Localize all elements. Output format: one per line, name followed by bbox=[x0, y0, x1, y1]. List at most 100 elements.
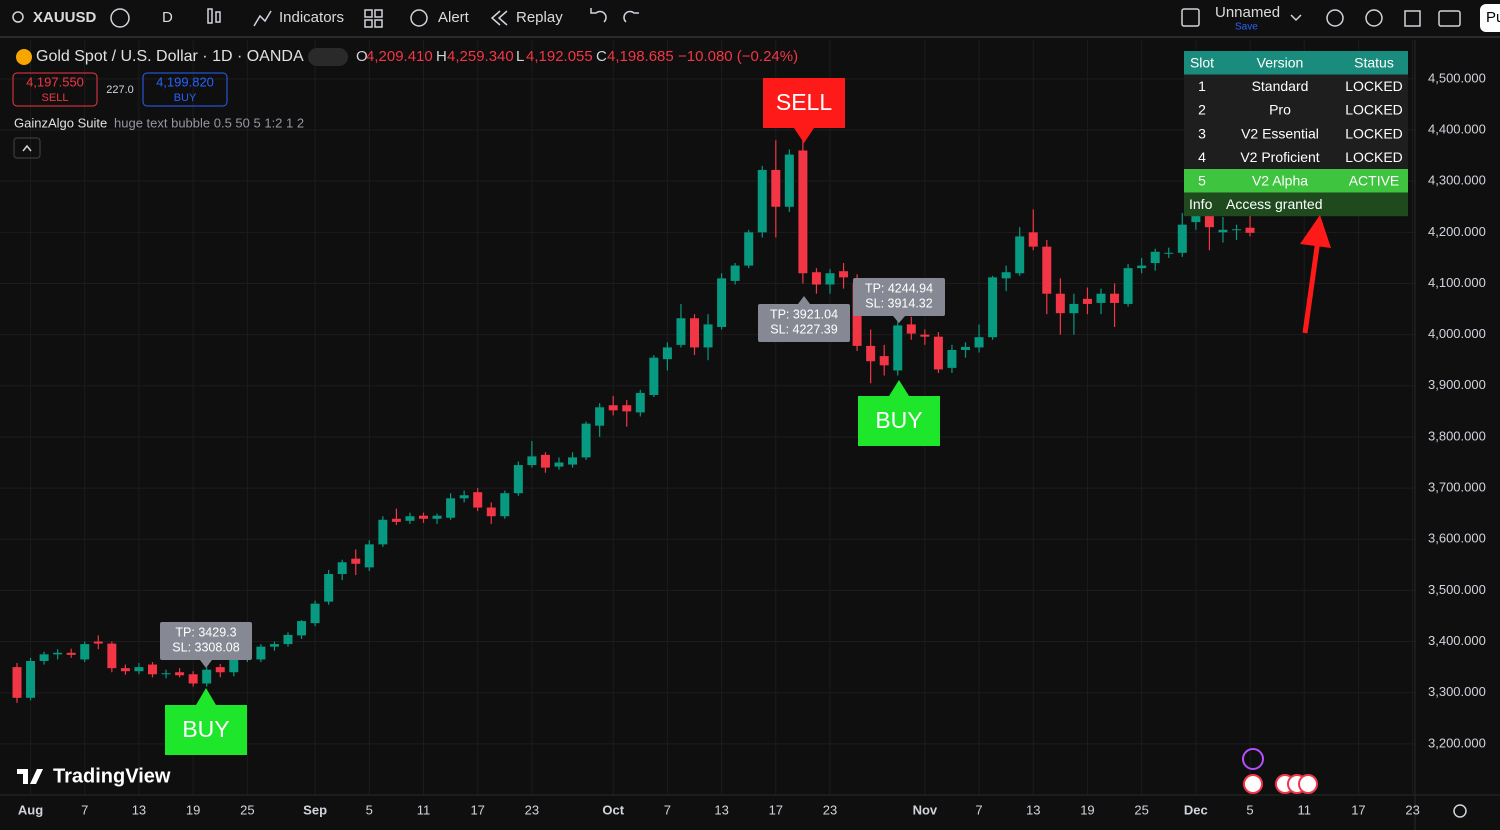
candle-body bbox=[947, 349, 957, 368]
settings[interactable] bbox=[1365, 9, 1383, 27]
snapshot[interactable] bbox=[1438, 10, 1461, 27]
buy-label[interactable]: BUY bbox=[174, 92, 197, 104]
layout-icon[interactable] bbox=[1181, 8, 1200, 27]
undo[interactable] bbox=[590, 8, 607, 23]
replay-icon[interactable] bbox=[490, 10, 508, 26]
table-cell: LOCKED bbox=[1345, 78, 1403, 94]
candle-body bbox=[351, 558, 361, 564]
ohlc-value: 4,259.340 bbox=[447, 48, 514, 65]
candle-body bbox=[730, 265, 740, 281]
candle-body bbox=[93, 641, 103, 644]
redo[interactable] bbox=[623, 10, 639, 23]
candle-body bbox=[419, 515, 428, 519]
time-axis: Aug 7 13 19 25 Sep 5 11 17 23 Oct 7 13 17 23 Nov 7 13 19 25… bbox=[18, 802, 1420, 817]
sl-text: SL: 3914.32 bbox=[865, 296, 932, 310]
candle-body bbox=[866, 345, 876, 362]
annotation-arrow bbox=[1302, 239, 1321, 334]
save-label[interactable]: Save bbox=[1235, 22, 1258, 33]
candle-body bbox=[1232, 229, 1241, 231]
indicators-icon[interactable] bbox=[253, 10, 272, 27]
x-tick-label: 13 bbox=[714, 802, 728, 817]
access-table: Slot Version Status 1 Standard LOCKED 2 Pro LOCK… bbox=[1184, 51, 1408, 217]
x-tick-label: 17 bbox=[769, 802, 783, 817]
candle-body bbox=[581, 423, 591, 458]
candle-body bbox=[500, 493, 510, 517]
table-cell: Access granted bbox=[1226, 196, 1323, 212]
templates-icon[interactable] bbox=[364, 9, 373, 18]
spread: 227.0 bbox=[106, 84, 134, 96]
x-tick-label: 17 bbox=[470, 802, 484, 817]
fullscreen[interactable] bbox=[1404, 10, 1421, 27]
candle-body bbox=[933, 336, 943, 370]
candle-body bbox=[391, 518, 401, 522]
candle-body bbox=[1164, 252, 1174, 254]
search-icon[interactable] bbox=[12, 11, 24, 23]
candle-body bbox=[811, 272, 821, 285]
candle-body bbox=[920, 334, 930, 337]
collapse-icon bbox=[22, 144, 32, 152]
indicators-button[interactable]: Indicators bbox=[279, 9, 344, 26]
candle-body bbox=[107, 643, 117, 669]
status-badge[interactable] bbox=[308, 48, 348, 66]
table-row bbox=[1184, 145, 1408, 169]
signal-label-box bbox=[165, 705, 247, 755]
sl-text: SL: 4227.39 bbox=[770, 322, 837, 336]
candle-body bbox=[1123, 268, 1133, 304]
buy-price[interactable]: 4,199.820 bbox=[156, 74, 214, 89]
alert-icon[interactable] bbox=[410, 9, 428, 27]
x-tick-label: Nov bbox=[913, 802, 938, 817]
interval[interactable]: D bbox=[162, 9, 173, 26]
symbol[interactable]: XAUUSD bbox=[33, 9, 97, 26]
candle-body bbox=[839, 271, 849, 278]
y-tick-label: 3,900.000 bbox=[1428, 377, 1486, 392]
event-flag[interactable] bbox=[1298, 774, 1318, 794]
templates-icon-2 bbox=[374, 9, 383, 18]
x-tick-label: 23 bbox=[1405, 802, 1419, 817]
candle-body bbox=[66, 652, 76, 655]
publish-button[interactable] bbox=[1480, 4, 1500, 32]
candle-body bbox=[1015, 236, 1025, 274]
candle-body bbox=[120, 668, 130, 672]
buy-button[interactable] bbox=[142, 72, 228, 107]
indicator-params: huge text bubble 0.5 50 5 1:2 1 2 bbox=[114, 115, 304, 130]
layout-menu[interactable] bbox=[1290, 14, 1302, 22]
sell-button[interactable] bbox=[12, 72, 98, 107]
candle-body bbox=[744, 232, 754, 266]
candle-body bbox=[1028, 232, 1038, 247]
tp-text: TP: 4244.94 bbox=[865, 281, 933, 295]
replay-button[interactable]: Replay bbox=[516, 9, 563, 26]
candle-body bbox=[269, 644, 279, 647]
collapse-button[interactable] bbox=[13, 137, 41, 159]
chart-type[interactable] bbox=[207, 8, 213, 24]
chart-type-2 bbox=[215, 11, 221, 23]
candle-body bbox=[256, 646, 266, 660]
layout-name[interactable]: Unnamed bbox=[1215, 4, 1280, 21]
alert-button[interactable]: Alert bbox=[438, 9, 470, 26]
publish-label[interactable]: Pu bbox=[1486, 9, 1500, 26]
event-icon[interactable] bbox=[1242, 748, 1264, 770]
table-cell: Standard bbox=[1252, 78, 1309, 94]
templates-icon-4 bbox=[374, 19, 383, 28]
candle-body bbox=[893, 325, 903, 371]
x-tick-label: 7 bbox=[975, 802, 982, 817]
add-symbol[interactable] bbox=[110, 8, 130, 28]
candle-body bbox=[324, 574, 334, 602]
axis-settings[interactable] bbox=[1453, 804, 1467, 818]
event-flag[interactable] bbox=[1243, 774, 1263, 794]
ohlc-key: H bbox=[436, 48, 447, 65]
candle-body bbox=[378, 519, 388, 545]
y-tick-label: 3,600.000 bbox=[1428, 531, 1486, 546]
x-tick-label: 23 bbox=[525, 802, 539, 817]
sell-price[interactable]: 4,197.550 bbox=[26, 74, 84, 89]
candle-body bbox=[26, 660, 36, 698]
table-cell: 1 bbox=[1198, 78, 1206, 94]
candle-body bbox=[1177, 224, 1187, 253]
candle-body bbox=[1218, 229, 1228, 233]
quick-search[interactable] bbox=[1326, 9, 1344, 27]
symbol-title: Gold Spot / U.S. Dollar · 1D · OANDA bbox=[36, 48, 304, 65]
toolbar: XAUUSD D Indicators Alert Replay Unnamed… bbox=[0, 4, 1500, 38]
candle-body bbox=[310, 603, 320, 624]
sell-label[interactable]: SELL bbox=[42, 92, 69, 104]
y-tick-label: 3,500.000 bbox=[1428, 582, 1486, 597]
candle-body bbox=[568, 457, 578, 465]
